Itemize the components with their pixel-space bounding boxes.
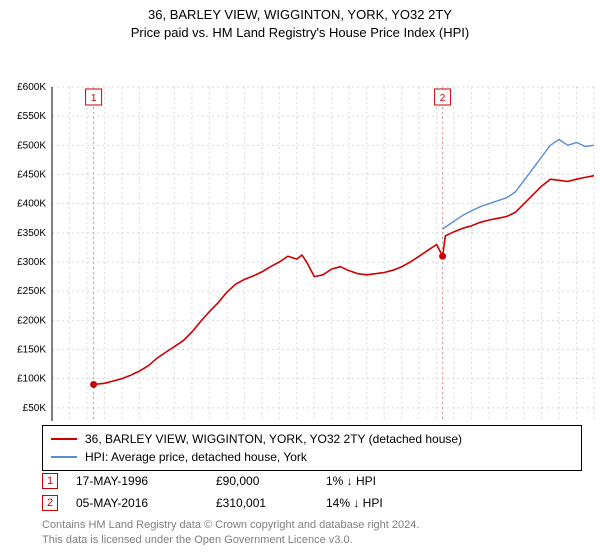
footer-attribution: Contains HM Land Registry data © Crown c… [42, 518, 582, 548]
sale-delta-2: 14% ↓ HPI [326, 496, 383, 510]
figure-root: 36, BARLEY VIEW, WIGGINTON, YORK, YO32 2… [0, 0, 600, 560]
footer-line-2: This data is licensed under the Open Gov… [42, 533, 582, 548]
sale-row-1: 1 17-MAY-1996 £90,000 1% ↓ HPI [42, 470, 582, 492]
sale-badge-1: 1 [42, 473, 58, 489]
svg-text:£300K: £300K [17, 257, 46, 268]
svg-text:£200K: £200K [17, 315, 46, 326]
sale-price-2: £310,001 [216, 496, 326, 510]
price-chart: £0£50K£100K£150K£200K£250K£300K£350K£400… [0, 41, 600, 421]
svg-text:1: 1 [91, 93, 97, 104]
svg-text:£250K: £250K [17, 286, 46, 297]
sale-price-1: £90,000 [216, 474, 326, 488]
sale-row-2: 2 05-MAY-2016 £310,001 14% ↓ HPI [42, 492, 582, 514]
legend-label-paid: 36, BARLEY VIEW, WIGGINTON, YORK, YO32 2… [85, 432, 462, 446]
svg-text:£50K: £50K [23, 403, 47, 414]
svg-text:£350K: £350K [17, 228, 46, 239]
svg-text:£150K: £150K [17, 345, 46, 356]
svg-text:£600K: £600K [17, 82, 46, 93]
svg-text:£450K: £450K [17, 170, 46, 181]
legend-swatch-paid [51, 438, 77, 440]
title-address: 36, BARLEY VIEW, WIGGINTON, YORK, YO32 2… [0, 6, 600, 24]
sale-date-1: 17-MAY-1996 [76, 474, 216, 488]
legend-label-hpi: HPI: Average price, detached house, York [85, 450, 307, 464]
svg-text:£400K: £400K [17, 199, 46, 210]
sales-table: 1 17-MAY-1996 £90,000 1% ↓ HPI 2 05-MAY-… [42, 470, 582, 514]
legend-swatch-hpi [51, 456, 77, 458]
sale-badge-2: 2 [42, 495, 58, 511]
title-block: 36, BARLEY VIEW, WIGGINTON, YORK, YO32 2… [0, 0, 600, 41]
svg-text:2: 2 [440, 93, 446, 104]
footer-line-1: Contains HM Land Registry data © Crown c… [42, 518, 582, 533]
legend-item-paid: 36, BARLEY VIEW, WIGGINTON, YORK, YO32 2… [51, 430, 573, 448]
svg-text:£100K: £100K [17, 374, 46, 385]
title-subtitle: Price paid vs. HM Land Registry's House … [0, 24, 600, 42]
sale-date-2: 05-MAY-2016 [76, 496, 216, 510]
legend-item-hpi: HPI: Average price, detached house, York [51, 448, 573, 466]
sale-delta-1: 1% ↓ HPI [326, 474, 376, 488]
svg-text:£550K: £550K [17, 111, 46, 122]
legend: 36, BARLEY VIEW, WIGGINTON, YORK, YO32 2… [42, 425, 582, 471]
svg-text:£500K: £500K [17, 140, 46, 151]
